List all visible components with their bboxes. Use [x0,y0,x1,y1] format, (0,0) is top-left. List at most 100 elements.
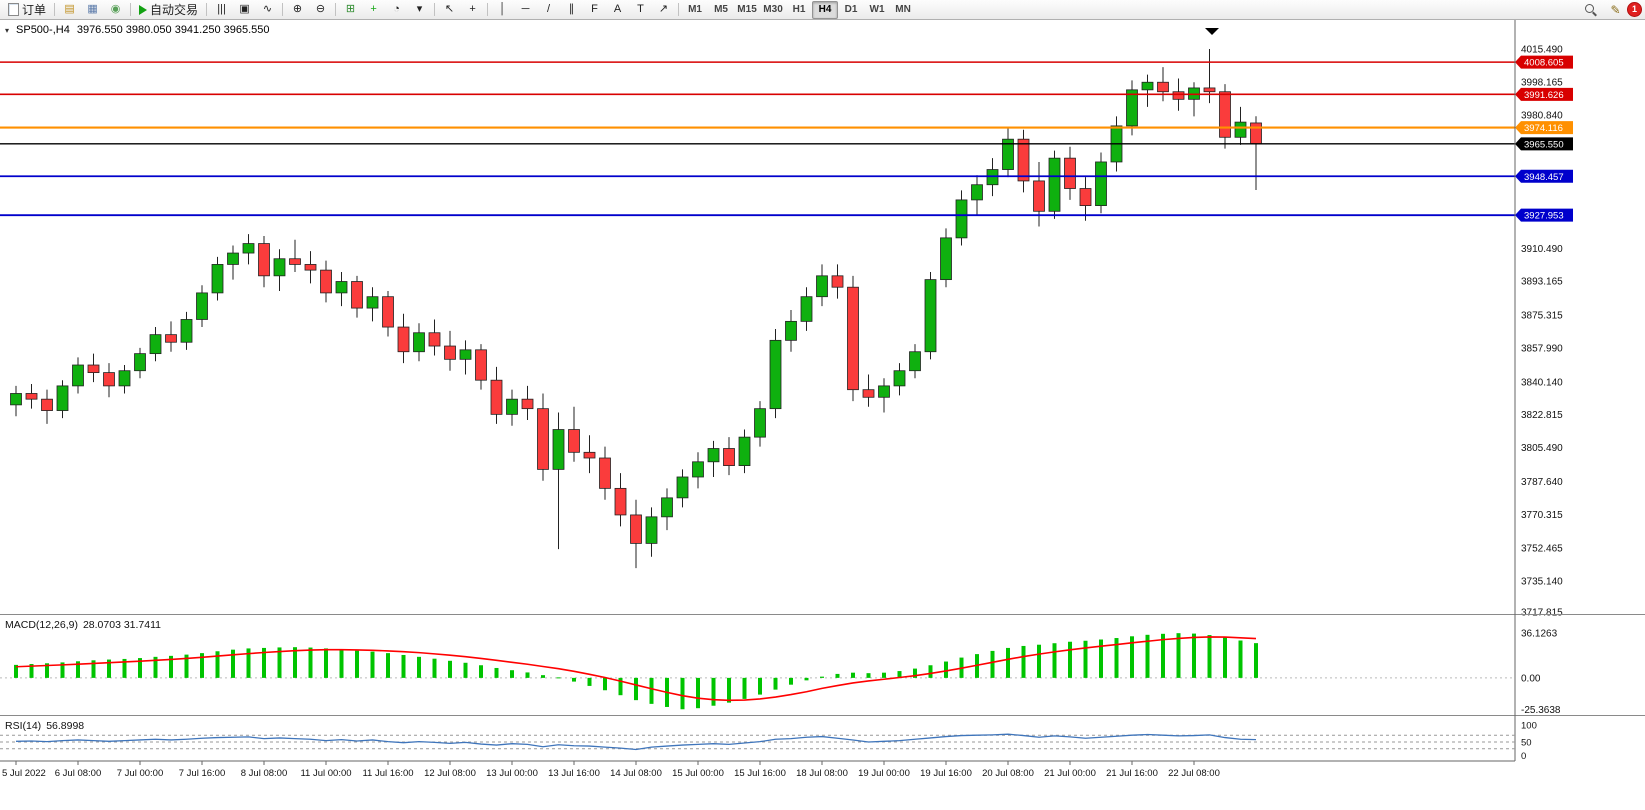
chart-region[interactable]: 4015.490 3998.165 3980.840 3910.490 3893.165… [0,20,1645,810]
macd-bar [370,651,375,678]
market-watch-icon[interactable]: ▤ [64,3,75,15]
macd-bar [324,648,328,678]
macd-bar [696,677,700,709]
macd-bar [231,649,235,678]
toolbar-separator [130,3,132,16]
time-axis-label: 11 Jul 00:00 [300,768,351,779]
macd-bar [603,677,607,691]
macd-bar [572,677,576,682]
candle-bearish [599,457,611,489]
timeframe-w1[interactable]: W1 [869,3,885,15]
candle-bullish [645,516,658,544]
price-axis-label: 3875.315 [1521,311,1563,322]
price-axis-label: 3752.465 [1521,544,1563,555]
macd-bar [525,672,530,678]
channel-icon[interactable]: ∥ [568,3,575,15]
timeframe-m1[interactable]: M1 [688,3,702,15]
candle-bullish [924,279,937,353]
chart-dropdown-icon[interactable]: ▾ [5,25,10,35]
rsi-axis-label: 50 [1521,738,1532,749]
macd-bar [293,647,297,678]
chart-window-icon[interactable]: ▦ [87,3,98,15]
candle-bearish [1219,91,1231,138]
line-chart-icon[interactable]: ∿ [262,3,273,15]
zoom-in-icon[interactable]: ⊕ [292,3,303,15]
candle-bearish [583,451,596,459]
candle-bullish [893,370,906,387]
price-badge-text: 4008.605 [1524,58,1564,69]
candle-bullish [552,429,565,470]
candle-bearish [1064,157,1076,189]
arrows-icon[interactable]: ↗ [658,3,669,15]
label-icon[interactable]: T [637,3,644,15]
candle-bearish [1250,122,1262,145]
fibonacci-icon[interactable]: F [591,3,598,15]
timeframe-m15[interactable]: M15 [737,3,757,15]
time-axis-label: 11 Jul 16:00 [362,768,413,779]
hline-icon[interactable]: ─ [521,3,530,15]
candle-bearish [41,398,53,411]
candle-bullish [273,258,286,277]
candle-bullish [692,461,704,478]
price-axis-label: 4015.490 [1521,45,1563,56]
candlestick-icon[interactable]: ▣ [239,3,250,15]
price-level-badge [1515,137,1573,151]
timeframe-m5[interactable]: M5 [714,3,728,15]
timeframe-h1[interactable]: H1 [792,3,806,15]
macd-bar [184,654,189,678]
timeframe-mn[interactable]: MN [895,3,911,15]
new-order-icon [8,3,19,16]
timeframe-h4[interactable]: H4 [812,0,839,19]
time-axis-label: 15 Jul 00:00 [672,768,724,779]
price-level-badge [1515,87,1573,101]
candle-bullish [1095,161,1107,207]
cursor-icon[interactable]: ↖ [444,3,455,15]
templates-icon[interactable]: ▾ [416,3,423,15]
candle-bearish [382,296,394,328]
tile-windows-icon[interactable]: ⊞ [345,3,356,15]
candle-bullish [335,281,348,294]
time-axis-label: 8 Jul 08:00 [241,768,287,779]
macd-bar [649,677,654,704]
vline-icon[interactable]: │ [499,3,506,15]
notification-badge[interactable]: 1 [1627,2,1642,17]
indicators-icon[interactable]: + [370,3,377,15]
timeframe-d1[interactable]: D1 [844,3,858,15]
candle-bullish [56,385,69,411]
zoom-out-icon[interactable]: ⊖ [315,3,326,15]
chart-canvas[interactable]: 4015.490 3998.165 3980.840 3910.490 3893.165… [0,20,1645,810]
trendline-icon[interactable]: / [547,3,551,15]
macd-bar [1021,645,1026,678]
macd-bar [494,667,499,678]
rsi-axis-label: 0 [1521,751,1526,762]
candle-bullish [211,264,224,294]
crosshair-icon[interactable]: + [469,3,476,15]
macd-bar [727,677,731,703]
toolbar-separator [206,3,208,16]
candle-bullish [459,349,472,360]
time-axis-label: 7 Jul 16:00 [179,768,225,779]
search-icon[interactable] [1581,1,1604,19]
price-badge-text: 3927.953 [1524,211,1564,222]
macd-bar [634,677,638,701]
macd-bar [308,647,313,678]
auto-trading-button[interactable]: 自动交易 [134,1,203,19]
rsi-axis-label: 100 [1521,721,1537,732]
macd-bar [432,658,437,678]
periods-icon[interactable]: ◔ [393,3,400,15]
text-icon[interactable]: A [613,3,622,15]
macd-bar [107,659,111,678]
macd-bar [29,664,34,678]
bar-chart-icon[interactable]: ||| [217,3,226,15]
price-axis-label: 3717.815 [1521,608,1563,619]
macd-bar [1099,639,1103,678]
edit-icon[interactable]: ✎ [1610,2,1621,17]
refresh-icon[interactable]: ◉ [110,3,121,15]
new-order-button[interactable]: 订单 [3,1,51,19]
candle-bullish [955,199,968,239]
price-level-badge [1515,169,1573,183]
price-axis-label: 3787.640 [1521,477,1563,488]
timeframe-m30[interactable]: M30 [763,3,783,15]
candle-bullish [816,275,828,298]
